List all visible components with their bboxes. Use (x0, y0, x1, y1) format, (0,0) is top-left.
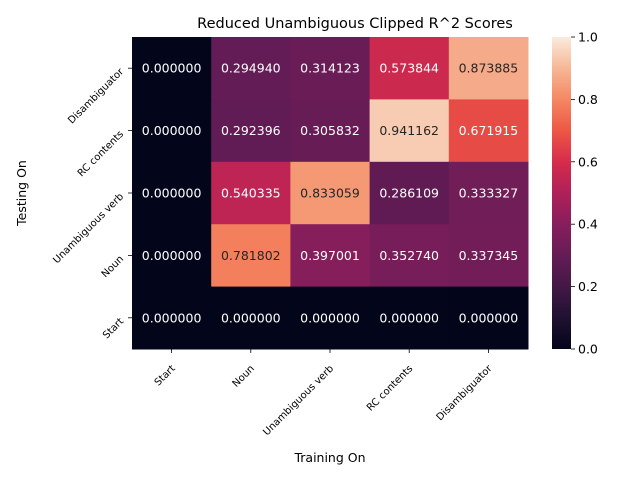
x-tick-label: Disambiguator (435, 363, 495, 423)
x-tick-label: Noun (231, 363, 257, 389)
heatmap-cell (290, 161, 371, 225)
heatmap-cell (211, 37, 291, 100)
cell-value-label: 0.540335 (221, 186, 281, 201)
heatmap-cell (290, 286, 371, 350)
cell-value-label: 0.000000 (300, 310, 360, 325)
heatmap-cell (448, 161, 529, 225)
cell-value-label: 0.000000 (379, 310, 439, 325)
y-tick-label: RC contents (76, 129, 126, 179)
colorbar-tick-label: 0.6 (578, 154, 598, 169)
cell-value-label: 0.000000 (459, 310, 519, 325)
heatmap-cell (290, 224, 371, 288)
cell-value-label: 0.000000 (142, 186, 202, 201)
cell-value-label: 0.397001 (300, 248, 360, 263)
heatmap-cell (211, 99, 291, 163)
y-tick-label: Noun (100, 254, 126, 280)
cell-value-label: 0.292396 (221, 123, 281, 138)
cell-value-label: 0.000000 (142, 310, 202, 325)
colorbar-tick-label: 0.2 (578, 279, 598, 294)
y-axis-title: Testing On (14, 160, 29, 227)
heatmap-cell (132, 286, 212, 350)
heatmap-cell (448, 224, 529, 288)
cell-value-label: 0.833059 (300, 186, 360, 201)
colorbar-tick-label: 0.8 (578, 92, 598, 107)
heatmap-cell (369, 37, 450, 100)
heatmap-cell (448, 37, 529, 100)
heatmap-cell (132, 161, 212, 225)
heatmap-cell (290, 37, 371, 100)
colorbar-tick-label: 0.4 (578, 217, 598, 232)
cell-value-label: 0.000000 (142, 248, 202, 263)
cell-value-label: 0.294940 (221, 61, 281, 76)
heatmap-cell (290, 99, 371, 163)
heatmap-cell (448, 99, 529, 163)
heatmap-cell (448, 286, 529, 350)
heatmap-cell (211, 161, 291, 225)
heatmap-cell (132, 99, 212, 163)
heatmap-cell (369, 224, 450, 288)
cell-value-label: 0.337345 (459, 248, 519, 263)
cell-value-label: 0.000000 (142, 61, 202, 76)
cell-value-label: 0.000000 (221, 310, 281, 325)
cell-value-label: 0.781802 (221, 248, 281, 263)
cell-value-label: 0.333327 (459, 186, 519, 201)
cell-value-label: 0.671915 (459, 123, 519, 138)
heatmap-cell (369, 99, 450, 163)
colorbar (552, 37, 571, 349)
heatmap-cell (211, 224, 291, 288)
x-tick-label: Start (153, 363, 178, 388)
heatmap-cell (369, 161, 450, 225)
heatmap-cell (132, 224, 212, 288)
y-tick-label: Disambiguator (66, 66, 126, 126)
heatmap-cell (369, 286, 450, 350)
cell-value-label: 0.000000 (142, 123, 202, 138)
cell-value-label: 0.286109 (379, 186, 439, 201)
y-tick-label: Unambiguous verb (51, 191, 126, 266)
y-tick-label: Start (101, 316, 126, 341)
heatmap-cell (211, 286, 291, 350)
cell-value-label: 0.314123 (300, 61, 360, 76)
x-axis-title: Training On (293, 450, 365, 465)
x-tick-label: Unambiguous verb (261, 363, 336, 438)
heatmap-cell (132, 37, 212, 100)
cell-value-label: 0.305832 (300, 123, 360, 138)
colorbar-tick-label: 0.0 (578, 342, 598, 357)
cell-value-label: 0.573844 (379, 61, 439, 76)
x-tick-label: RC contents (365, 363, 415, 413)
cell-value-label: 0.941162 (379, 123, 439, 138)
cell-value-label: 0.352740 (379, 248, 439, 263)
cell-value-label: 0.873885 (459, 61, 519, 76)
colorbar-tick-label: 1.0 (578, 30, 598, 45)
chart-title: Reduced Unambiguous Clipped R^2 Scores (197, 16, 513, 32)
